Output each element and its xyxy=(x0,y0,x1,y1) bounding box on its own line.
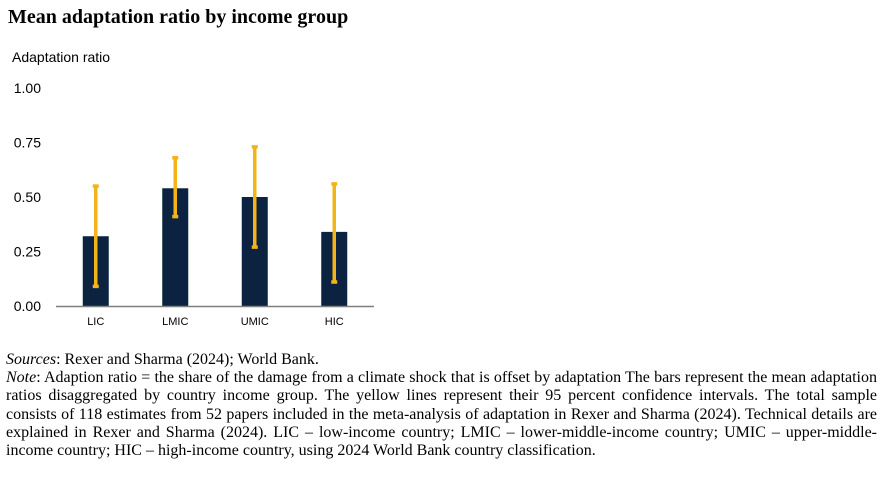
note-paragraph: Note: Adaption ratio = the share of the … xyxy=(6,369,877,460)
x-tick-label: LIC xyxy=(87,316,104,328)
sources-line: Sources: Rexer and Sharma (2024); World … xyxy=(6,351,877,369)
y-tick-label: 0.50 xyxy=(14,189,41,205)
y-tick-label: 1.00 xyxy=(14,80,41,96)
y-tick-label: 0.25 xyxy=(14,244,41,260)
y-tick-label: 0.00 xyxy=(14,298,41,314)
note-label: Note xyxy=(6,369,37,387)
chart-area: 0.00 0.25 0.50 0.75 1.00 LIC LMIC UMIC HIC xyxy=(0,44,400,344)
sources-label: Sources xyxy=(6,351,57,368)
x-tick-label: LMIC xyxy=(162,316,188,328)
x-tick-label: UMIC xyxy=(241,316,269,328)
y-axis-label: Adaptation ratio xyxy=(12,49,111,65)
chart-title: Mean adaptation ratio by income group xyxy=(8,6,349,28)
note-text: : Adaption ratio = the share of the dama… xyxy=(6,369,877,460)
y-tick-label: 0.75 xyxy=(14,135,41,151)
x-tick-label: HIC xyxy=(325,316,344,328)
bar-chart: 0.00 0.25 0.50 0.75 1.00 LIC LMIC UMIC HIC xyxy=(14,80,374,328)
sources-text: : Rexer and Sharma (2024); World Bank. xyxy=(56,351,319,368)
chart-notes: Sources: Rexer and Sharma (2024); World … xyxy=(6,351,877,460)
